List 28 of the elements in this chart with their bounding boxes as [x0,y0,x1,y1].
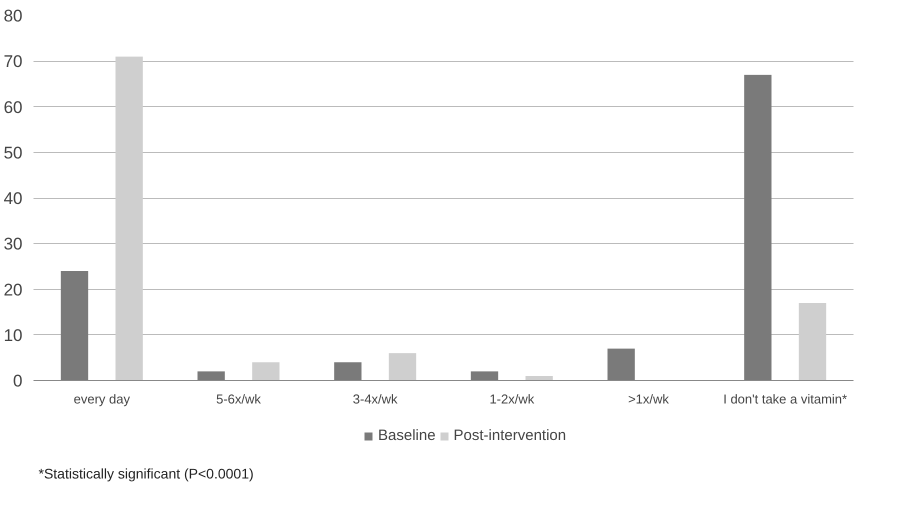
legend-label: Post-intervention [454,427,566,444]
x-tick-label: 3-4x/wk [352,392,398,406]
bar [252,362,280,380]
bar [334,362,362,380]
y-tick-label: 70 [4,52,23,72]
y-tick-label: 10 [4,326,23,345]
bar [60,271,88,380]
bar [798,302,826,380]
bar [116,56,143,380]
bar [608,348,635,380]
bar [744,74,772,380]
y-tick-label: 60 [4,98,23,117]
y-tick-label: 0 [13,372,23,390]
x-tick-label: I don't take a vitamin* [723,392,848,406]
bar [470,371,498,380]
x-tick-label: 1-2x/wk [489,392,535,406]
bar [198,371,225,380]
y-tick-label: 80 [4,6,23,26]
y-tick-label: 20 [4,280,23,300]
x-tick-label: >1x/wk [628,392,670,406]
x-tick-label: every day [74,392,131,406]
x-tick-label: 5-6x/wk [216,392,262,406]
y-tick-label: 30 [4,234,23,254]
y-tick-label: 50 [4,143,23,162]
legend-label: Baseline [378,427,436,444]
bar [388,353,416,380]
y-tick-label: 40 [4,189,23,208]
text: *Statistically significant (P<0.0001) [38,466,254,482]
